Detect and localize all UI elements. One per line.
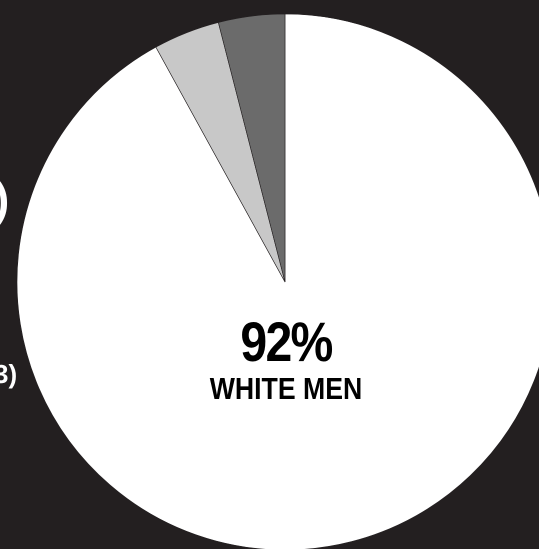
pie-center-label: 92% WHITE MEN [175, 312, 397, 406]
pie-slice-white-men [16, 13, 539, 549]
slice-value-label: 92% [240, 310, 333, 373]
slice-name-label: WHITE MEN [209, 371, 363, 406]
pie-slice-3 [217, 13, 286, 283]
cropped-left-text-lower: 3) [0, 359, 18, 389]
cropped-left-text-upper: ) [0, 176, 9, 222]
